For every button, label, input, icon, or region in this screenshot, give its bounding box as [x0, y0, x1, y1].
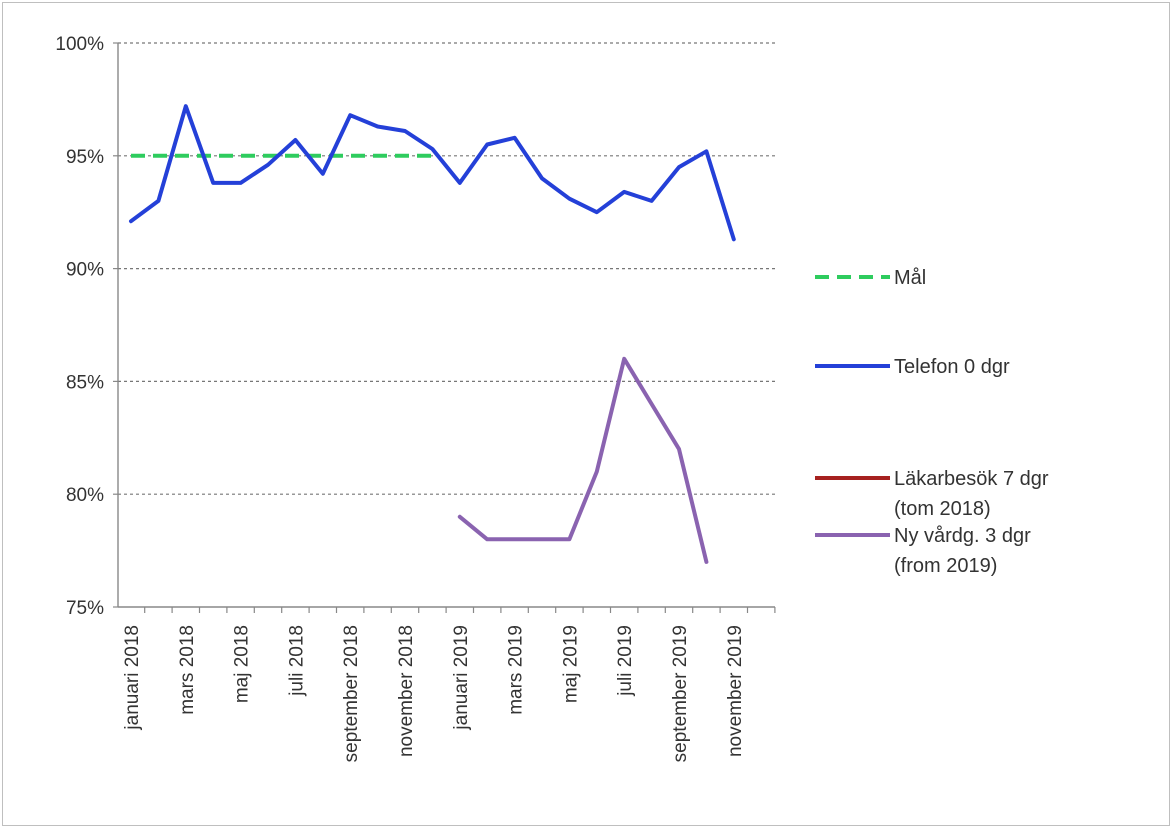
x-tick-label: maj 2018 [232, 625, 253, 703]
x-tick-label: juli 2018 [286, 625, 307, 697]
series-line-1 [129, 104, 736, 242]
x-tick-label: mars 2018 [177, 625, 198, 715]
legend-label: Läkarbesök 7 dgr (tom 2018) [894, 468, 1049, 520]
legend-label: Ny vårdg. 3 dgr (from 2019) [894, 525, 1031, 577]
x-tick-label: november 2018 [396, 625, 417, 757]
x-tick-label: november 2019 [725, 625, 746, 757]
y-tick-label: 95% [66, 147, 104, 168]
x-tick-label: september 2018 [341, 625, 362, 762]
x-tick-label: januari 2019 [451, 625, 472, 731]
y-tick-label: 75% [66, 598, 104, 619]
x-tick-label: september 2019 [670, 625, 691, 762]
x-tick-label: januari 2018 [122, 625, 143, 731]
y-tick-label: 85% [66, 372, 104, 393]
x-tick-labels: januari 2018 mars 2018 maj 2018 juli 2018 se… [122, 625, 746, 762]
gridlines [118, 42, 775, 495]
y-tick-label: 100% [55, 34, 104, 55]
x-tick-label: maj 2019 [560, 625, 581, 703]
series-line-3 [457, 356, 709, 564]
y-tick-labels: 75% 80% 85% 90% 95% 100% [55, 34, 104, 619]
x-tick-label: juli 2019 [615, 625, 636, 697]
legend-label: Telefon 0 dgr [894, 356, 1010, 378]
y-tick-label: 80% [66, 485, 104, 506]
legend-label: Mål [894, 267, 926, 289]
series-lines [129, 104, 736, 564]
legend: Mål Telefon 0 dgr Läkarbesök 7 dgr (tom 201… [815, 267, 1049, 577]
axes [113, 42, 776, 613]
y-tick-label: 90% [66, 260, 104, 281]
x-tick-label: mars 2019 [506, 625, 527, 715]
